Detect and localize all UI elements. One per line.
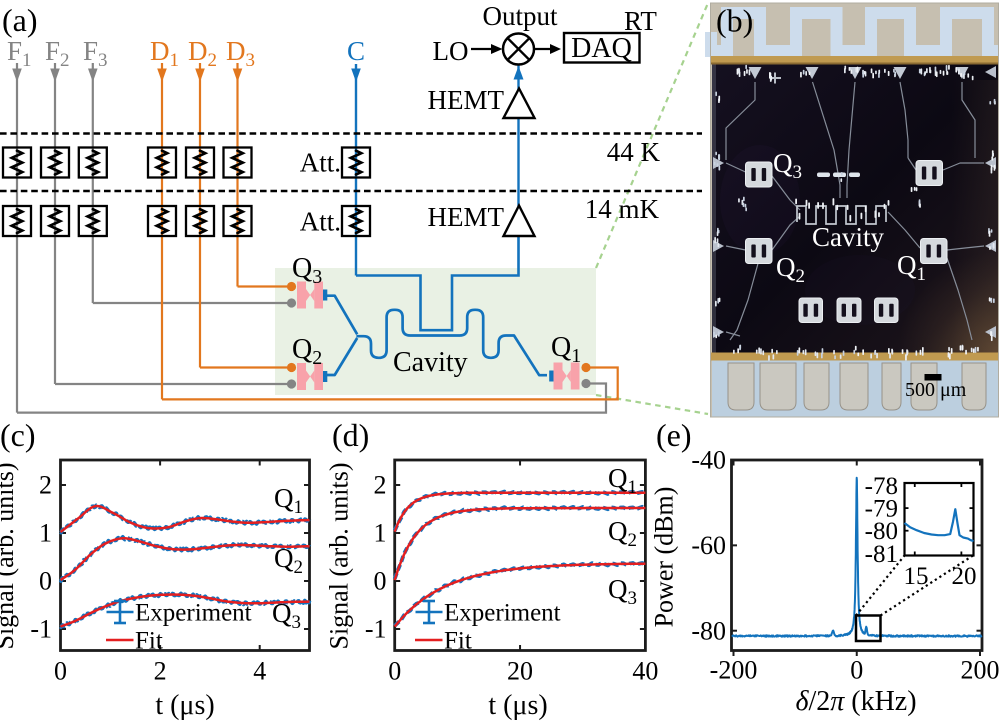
svg-text:500 μm: 500 μm bbox=[905, 379, 967, 401]
svg-text:4: 4 bbox=[253, 657, 266, 686]
svg-text:40: 40 bbox=[632, 657, 658, 686]
svg-text:(c): (c) bbox=[0, 417, 36, 453]
svg-text:-78: -78 bbox=[865, 473, 898, 500]
svg-text:RT: RT bbox=[624, 6, 657, 36]
svg-text:-60: -60 bbox=[691, 531, 726, 560]
svg-text:0: 0 bbox=[388, 657, 401, 686]
svg-text:Output: Output bbox=[482, 1, 558, 31]
svg-text:Experiment: Experiment bbox=[444, 600, 561, 627]
svg-text:F1: F1 bbox=[7, 36, 32, 71]
svg-text:0: 0 bbox=[54, 657, 67, 686]
svg-text:200: 200 bbox=[961, 656, 1000, 685]
svg-text:-79: -79 bbox=[865, 496, 898, 523]
svg-text:-1: -1 bbox=[30, 615, 52, 644]
svg-text:Experiment: Experiment bbox=[135, 600, 252, 627]
svg-text:-80: -80 bbox=[865, 518, 898, 545]
svg-text:(b): (b) bbox=[716, 3, 753, 39]
svg-text:1: 1 bbox=[374, 519, 387, 548]
svg-text:Fit: Fit bbox=[135, 628, 163, 655]
svg-text:Q3: Q3 bbox=[292, 253, 322, 288]
svg-text:20: 20 bbox=[507, 657, 533, 686]
svg-text:C: C bbox=[347, 36, 365, 66]
svg-text:Q3: Q3 bbox=[272, 598, 301, 633]
svg-text:2: 2 bbox=[39, 471, 52, 500]
svg-text:Q2: Q2 bbox=[274, 543, 303, 578]
svg-text:HEMT: HEMT bbox=[428, 202, 505, 232]
svg-text:14 mK: 14 mK bbox=[585, 194, 660, 224]
svg-text:0: 0 bbox=[39, 567, 52, 596]
svg-text:-80: -80 bbox=[691, 616, 726, 645]
svg-text:(a): (a) bbox=[2, 2, 38, 38]
svg-text:-40: -40 bbox=[691, 446, 726, 475]
svg-text:Cavity: Cavity bbox=[393, 347, 468, 378]
svg-text:2: 2 bbox=[154, 657, 167, 686]
svg-text:1: 1 bbox=[39, 519, 52, 548]
svg-text:15: 15 bbox=[904, 563, 929, 590]
svg-text:t (μs): t (μs) bbox=[155, 690, 214, 721]
svg-text:44 K: 44 K bbox=[607, 137, 661, 167]
svg-text:(d): (d) bbox=[332, 417, 369, 453]
svg-text:0: 0 bbox=[374, 567, 387, 596]
svg-text:-1: -1 bbox=[365, 615, 387, 644]
svg-text:-81: -81 bbox=[865, 541, 898, 568]
svg-text:t (μs): t (μs) bbox=[488, 690, 547, 721]
svg-text:20: 20 bbox=[952, 563, 977, 590]
svg-text:2: 2 bbox=[374, 471, 387, 500]
svg-text:DAQ: DAQ bbox=[571, 33, 632, 64]
svg-text:Signal (arb. units): Signal (arb. units) bbox=[0, 462, 19, 649]
svg-text:0: 0 bbox=[850, 656, 863, 685]
svg-text:-200: -200 bbox=[710, 656, 758, 685]
svg-text:δ/2π (kHz): δ/2π (kHz) bbox=[795, 686, 916, 717]
svg-text:Att.: Att. bbox=[300, 207, 341, 237]
svg-text:Cavity: Cavity bbox=[812, 222, 884, 252]
svg-text:(e): (e) bbox=[656, 417, 692, 453]
svg-text:Signal (arb. units): Signal (arb. units) bbox=[325, 462, 354, 649]
svg-text:HEMT: HEMT bbox=[428, 85, 505, 115]
svg-text:Att.: Att. bbox=[300, 148, 341, 178]
svg-text:Power (dBm): Power (dBm) bbox=[650, 487, 679, 628]
svg-text:LO: LO bbox=[433, 36, 469, 66]
svg-text:Fit: Fit bbox=[444, 628, 472, 655]
